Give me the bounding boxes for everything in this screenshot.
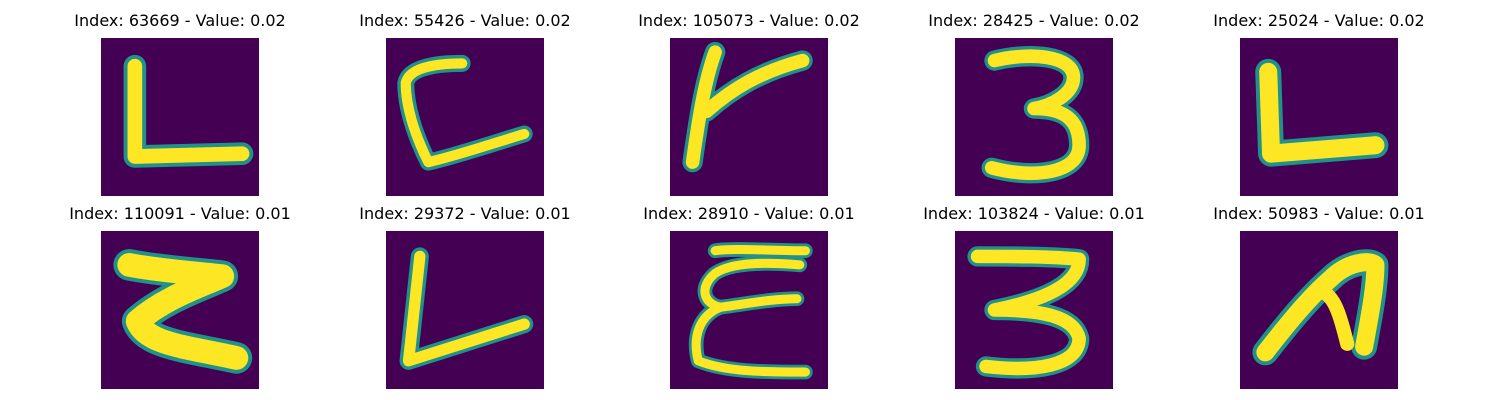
handwritten-letter-Y-icon xyxy=(670,38,828,196)
image-panel: Index: 105073 - Value: 0.02 xyxy=(619,11,879,197)
panel-title: Index: 28425 - Value: 0.02 xyxy=(928,11,1140,30)
panel-title: Index: 105073 - Value: 0.02 xyxy=(638,11,860,30)
image-panel: Index: 55426 - Value: 0.02 xyxy=(335,11,595,197)
image-panel: Index: 103824 - Value: 0.01 xyxy=(904,204,1164,390)
panel-title: Index: 25024 - Value: 0.02 xyxy=(1213,11,1425,30)
panel-title: Index: 103824 - Value: 0.01 xyxy=(923,204,1145,223)
handwritten-letter-E-icon xyxy=(670,231,828,389)
handwritten-letter-L-icon xyxy=(386,231,544,389)
handwritten-letter-n-icon xyxy=(1240,231,1398,389)
handwritten-digit-3-icon xyxy=(955,231,1113,389)
handwritten-letter-C-icon xyxy=(386,38,544,196)
panel-title: Index: 63669 - Value: 0.02 xyxy=(74,11,286,30)
image-panel: Index: 29372 - Value: 0.01 xyxy=(335,204,595,390)
image-panel: Index: 50983 - Value: 0.01 xyxy=(1189,204,1449,390)
panel-title: Index: 50983 - Value: 0.01 xyxy=(1213,204,1425,223)
handwritten-letter-L-icon xyxy=(101,38,259,196)
handwritten-letter-L-icon xyxy=(1240,38,1398,196)
panel-title: Index: 28910 - Value: 0.01 xyxy=(643,204,855,223)
image-panel: Index: 63669 - Value: 0.02 xyxy=(50,11,310,197)
panel-title: Index: 55426 - Value: 0.02 xyxy=(359,11,571,30)
panel-title: Index: 29372 - Value: 0.01 xyxy=(359,204,571,223)
handwritten-letter-Z-icon xyxy=(101,231,259,389)
panel-title: Index: 110091 - Value: 0.01 xyxy=(69,204,291,223)
image-panel: Index: 28910 - Value: 0.01 xyxy=(619,204,879,390)
image-panel: Index: 25024 - Value: 0.02 xyxy=(1189,11,1449,197)
image-panel: Index: 110091 - Value: 0.01 xyxy=(50,204,310,390)
image-panel: Index: 28425 - Value: 0.02 xyxy=(904,11,1164,197)
handwritten-digit-3-icon xyxy=(955,38,1113,196)
